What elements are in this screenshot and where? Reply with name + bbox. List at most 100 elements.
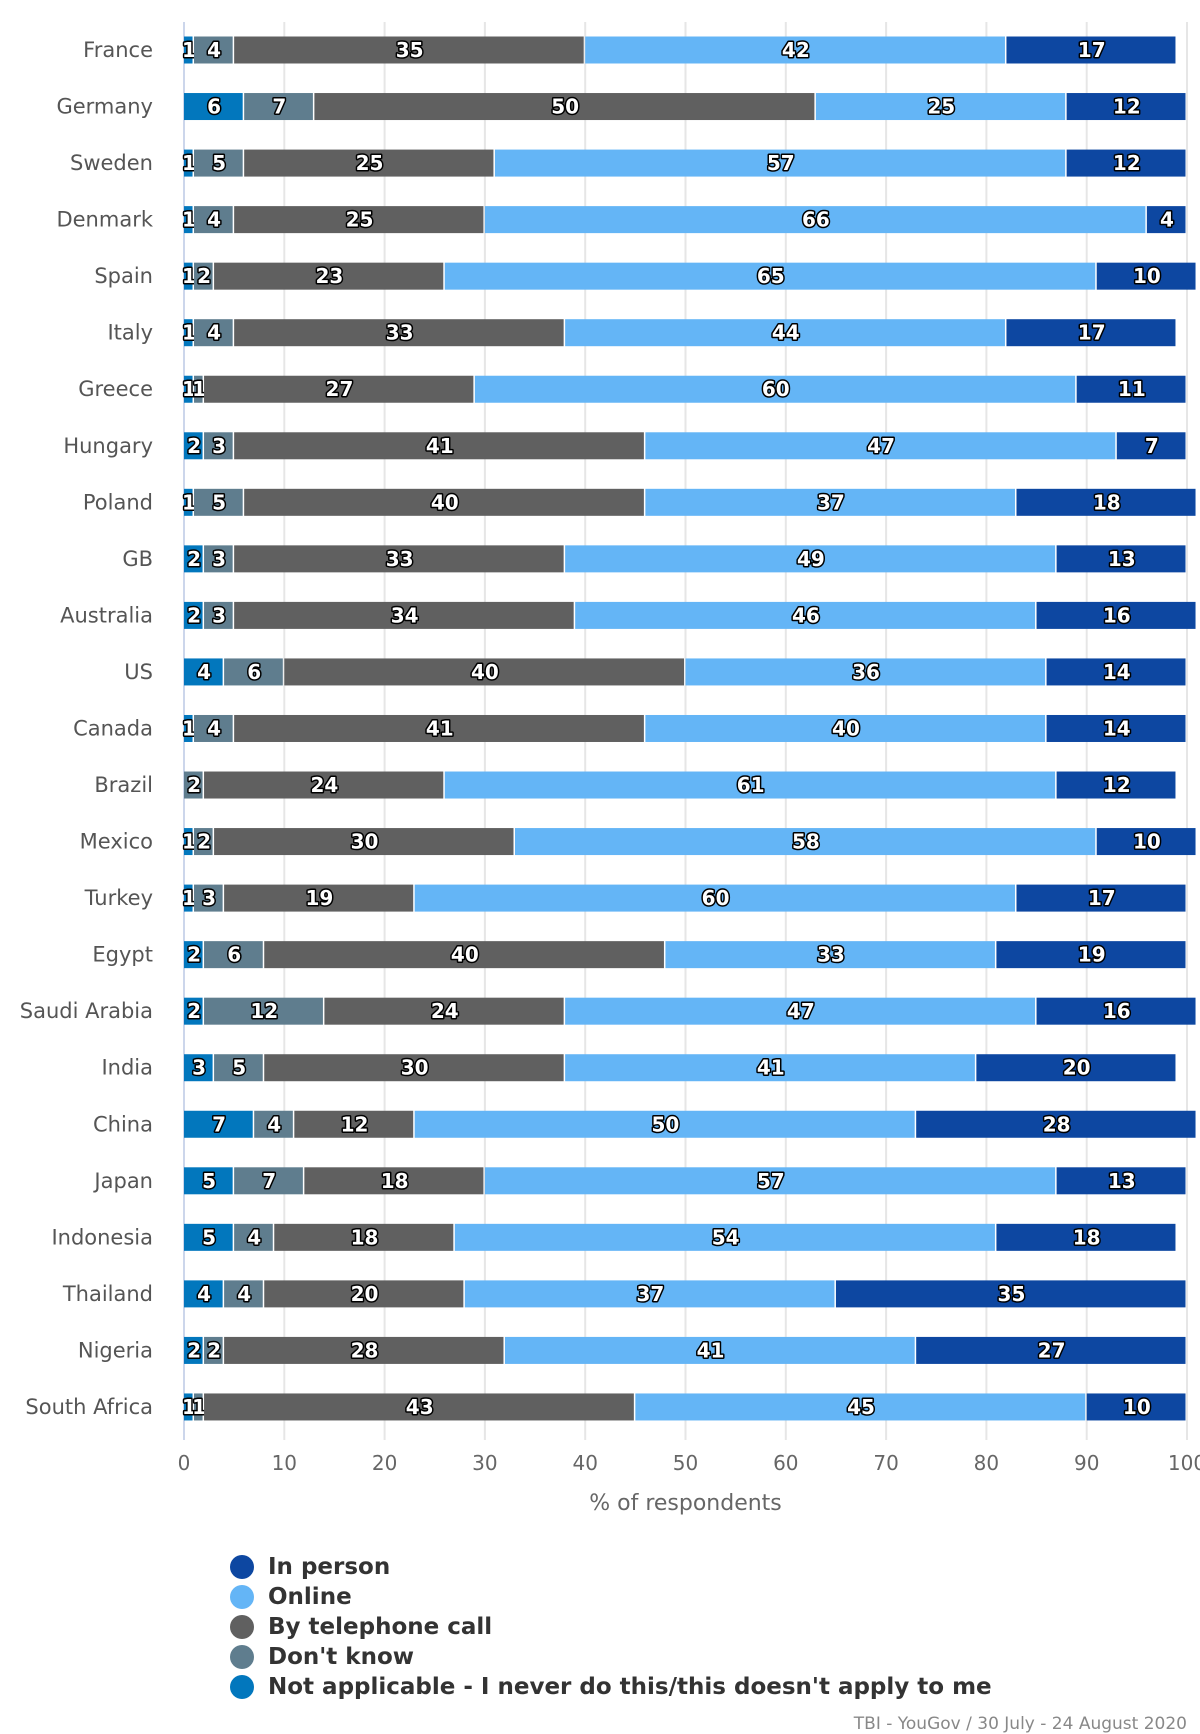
x-tick-label: 90 <box>1074 1451 1099 1475</box>
data-label: 18 <box>1093 490 1121 514</box>
data-label: 3 <box>212 434 226 458</box>
bar-segment <box>815 93 1066 121</box>
data-label: 10 <box>1123 1395 1151 1419</box>
data-label: 25 <box>927 95 955 119</box>
category-label: Turkey <box>84 886 153 910</box>
data-label: 1 <box>182 716 196 740</box>
bar-segment <box>585 36 1005 64</box>
bar-segment <box>414 884 1015 912</box>
bar-segment <box>835 1280 1186 1308</box>
bar-segment <box>214 262 444 290</box>
data-label: 54 <box>712 1225 740 1249</box>
bar-segment <box>184 997 203 1025</box>
legend-item[interactable]: Don't know <box>230 1642 992 1672</box>
data-label: 12 <box>1113 151 1141 175</box>
bar-segment <box>645 432 1116 460</box>
x-tick-label: 40 <box>572 1451 597 1475</box>
category-label: Nigeria <box>78 1338 153 1362</box>
bar-segment <box>184 1280 223 1308</box>
data-label: 40 <box>451 943 479 967</box>
data-label: 2 <box>197 264 211 288</box>
data-label: 6 <box>207 95 221 119</box>
data-label: 41 <box>757 1056 785 1080</box>
data-label: 30 <box>401 1056 429 1080</box>
data-label: 57 <box>767 151 795 175</box>
bar-segment <box>575 601 1036 629</box>
bar-segment <box>224 1280 263 1308</box>
x-tick-label: 20 <box>372 1451 397 1475</box>
category-label: Canada <box>73 716 153 740</box>
data-label: 35 <box>998 1282 1026 1306</box>
data-label: 33 <box>817 943 845 967</box>
bar-segment <box>194 488 243 516</box>
data-label: 49 <box>797 547 825 571</box>
category-label: Egypt <box>92 943 153 967</box>
category-label: Greece <box>78 377 153 401</box>
legend-item[interactable]: Online <box>230 1582 992 1612</box>
data-label: 5 <box>232 1056 246 1080</box>
category-label: Germany <box>56 95 153 119</box>
bar-segment <box>264 1280 464 1308</box>
data-label: 20 <box>1063 1056 1091 1080</box>
x-tick-label: 30 <box>472 1451 497 1475</box>
legend-item[interactable]: By telephone call <box>230 1612 992 1642</box>
bar-segment <box>1036 601 1196 629</box>
legend-label: Not applicable - I never do this/this do… <box>268 1674 992 1700</box>
x-tick-label: 0 <box>178 1451 191 1475</box>
bar-segment <box>565 997 1036 1025</box>
bar-segment <box>214 828 514 856</box>
data-label: 5 <box>202 1225 216 1249</box>
data-label: 41 <box>426 716 454 740</box>
data-label: 37 <box>817 490 845 514</box>
bar-segment <box>444 262 1096 290</box>
data-label: 33 <box>386 321 414 345</box>
data-label: 4 <box>207 208 221 232</box>
bar-segment <box>224 1336 504 1364</box>
bar-segment <box>184 1393 193 1421</box>
data-label: 28 <box>1043 1112 1071 1136</box>
bar-segment <box>665 941 995 969</box>
data-label: 19 <box>305 886 333 910</box>
bar-segment <box>514 828 1096 856</box>
bar-segment <box>454 1223 995 1251</box>
bar-segment <box>184 658 223 686</box>
bar-segment <box>234 319 564 347</box>
bar-segment <box>565 319 1005 347</box>
bar-segment <box>194 149 243 177</box>
legend-marker-icon <box>230 1555 254 1579</box>
data-label: 1 <box>182 208 196 232</box>
bar-segment <box>1016 884 1186 912</box>
bar-segment <box>234 206 484 234</box>
legend-label: By telephone call <box>268 1614 493 1640</box>
bar-segment <box>204 432 233 460</box>
legend: In person Online By telephone call Don't kn… <box>230 1552 992 1702</box>
data-label: 2 <box>187 603 201 627</box>
legend-item[interactable]: In person <box>230 1552 992 1582</box>
bar-segment <box>204 1336 223 1364</box>
category-label: Denmark <box>56 208 153 232</box>
data-label: 12 <box>1113 95 1141 119</box>
data-label: 7 <box>262 1169 276 1193</box>
data-label: 4 <box>1160 208 1174 232</box>
bar-segment <box>184 714 193 742</box>
category-label: Brazil <box>94 773 153 797</box>
bar-segment <box>184 1336 203 1364</box>
bar-segment <box>194 1393 203 1421</box>
legend-marker-icon <box>230 1675 254 1699</box>
data-label: 34 <box>391 603 419 627</box>
bar-segment <box>484 1167 1056 1195</box>
bar-segment <box>194 714 233 742</box>
category-label: India <box>101 1056 153 1080</box>
data-label: 6 <box>247 660 261 684</box>
bar-segment <box>244 93 313 121</box>
bar-segment <box>1066 93 1186 121</box>
data-label: 18 <box>1073 1225 1101 1249</box>
category-label: Thailand <box>62 1282 153 1306</box>
bar-segment <box>1146 206 1186 234</box>
data-label: 1 <box>182 377 196 401</box>
data-label: 57 <box>757 1169 785 1193</box>
data-label: 1 <box>182 264 196 288</box>
legend-item[interactable]: Not applicable - I never do this/this do… <box>230 1672 992 1702</box>
data-label: 12 <box>1103 773 1131 797</box>
bar-segment <box>234 1167 303 1195</box>
